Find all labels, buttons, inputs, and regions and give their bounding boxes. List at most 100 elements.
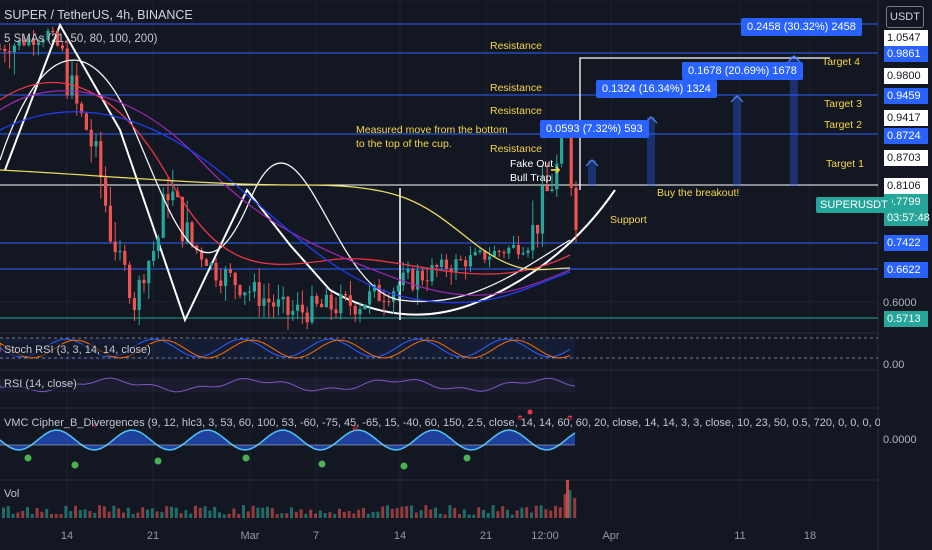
volume-label[interactable]: Vol (4, 488, 20, 500)
candle-body (521, 253, 525, 255)
volume-bar (477, 507, 481, 518)
candle-body (161, 194, 165, 238)
volume-bar (290, 507, 293, 518)
volume-bar (486, 513, 490, 518)
candle-body (430, 264, 434, 282)
candle-body (401, 272, 405, 286)
volume-bar (251, 505, 255, 518)
target-arrow-3 (790, 56, 798, 186)
volume-bar (280, 513, 284, 518)
volume-bar (198, 507, 202, 518)
candle-body (291, 310, 295, 315)
volume-bar (45, 508, 49, 518)
bull-trap-label: Bull Trap (510, 172, 552, 184)
volume-bar (275, 514, 279, 518)
candle-body (406, 268, 410, 273)
candle-body (334, 309, 338, 314)
volume-bar (496, 511, 500, 518)
volume-bar (429, 509, 433, 518)
candle-body (27, 38, 31, 46)
resistance-label-3: Resistance (490, 105, 542, 117)
target-box-2[interactable]: 0.1324 (16.34%) 1324 (596, 80, 717, 98)
vmc-dot-1 (154, 457, 162, 465)
volume-bar (467, 514, 471, 518)
time-label-3: 7 (312, 530, 320, 542)
resistance-label-2: Resistance (490, 82, 542, 94)
cup-pattern (4, 22, 830, 323)
volume-bar (112, 505, 116, 518)
vmc-cipher-label[interactable]: VMC Cipher_B_Divergences (9, 12, hlc3, 3… (4, 417, 880, 429)
candle-body (420, 270, 424, 281)
candle-body (416, 270, 420, 290)
fake-out-label: Fake Out (510, 158, 554, 170)
volume-bar (227, 513, 231, 518)
volume-bar (35, 508, 39, 518)
volume-bar (453, 507, 457, 518)
candle-body (550, 189, 554, 192)
vmc-red-dot-3 (527, 409, 533, 415)
volume-bar (438, 513, 442, 518)
price-label-8: 0.7799 (884, 194, 928, 210)
volume-bar (328, 512, 332, 518)
price-label-0: 1.0547 (884, 30, 928, 46)
volume-bar (434, 507, 437, 518)
volume-bar (150, 508, 154, 518)
rsi-label[interactable]: RSI (14, close) (4, 378, 77, 390)
candle-body (12, 45, 16, 53)
candle-body (152, 250, 156, 261)
indicator-panes (0, 337, 878, 470)
candle-body (286, 296, 290, 315)
volume-bar (117, 508, 121, 518)
candle-body (123, 250, 127, 265)
volume-bar (338, 508, 341, 518)
volume-bar (218, 512, 221, 518)
volume-bars (2, 480, 577, 518)
price-label-5: 0.8724 (884, 128, 928, 144)
volume-bar (6, 506, 10, 518)
price-label-9: 03:57:48 (884, 210, 930, 226)
target-arrow-0 (588, 160, 596, 186)
volume-spike (566, 480, 569, 518)
candle-body (348, 295, 352, 306)
candle-body (372, 285, 376, 292)
volume-bar (88, 511, 92, 518)
candle-body (574, 187, 578, 230)
volume-bar (309, 509, 313, 518)
candle-body (444, 259, 448, 269)
candle-body (512, 244, 516, 248)
candle-body (80, 103, 84, 114)
target-box-1[interactable]: 0.0593 (7.32%) 593 (540, 120, 649, 138)
candle-body (128, 264, 132, 298)
currency-button[interactable]: USDT (886, 6, 924, 28)
candle-body (425, 280, 429, 282)
candle-body (329, 294, 333, 310)
candle-body (272, 302, 276, 307)
candle-body (473, 252, 477, 256)
volume-bar (184, 510, 188, 518)
candle-body (324, 294, 328, 308)
volume-bar (381, 506, 385, 518)
candle-body (344, 294, 348, 296)
volume-bar (482, 509, 485, 518)
candle-body (536, 224, 540, 234)
candle-body (89, 129, 93, 147)
candle-body (84, 113, 88, 130)
volume-bar (352, 513, 356, 518)
horizontal-levels (0, 23, 878, 319)
candle-body (276, 299, 280, 307)
vmc-dot-2 (318, 460, 326, 468)
volume-bar (386, 505, 389, 518)
candles (0, 26, 578, 330)
candle-body (8, 51, 12, 53)
volume-bar (179, 513, 183, 518)
candle-body (137, 279, 141, 310)
volume-bar (371, 511, 375, 518)
stoch-rsi-label[interactable]: Stoch RSI (3, 3, 14, 14, close) (4, 344, 151, 356)
target-box-3[interactable]: 0.1678 (20.69%) 1678 (682, 62, 803, 80)
candle-body (36, 42, 40, 45)
volume-bar (318, 510, 322, 518)
target-box-4[interactable]: 0.2458 (30.32%) 2458 (741, 18, 862, 36)
candle-body (540, 185, 544, 234)
candle-body (51, 30, 55, 33)
